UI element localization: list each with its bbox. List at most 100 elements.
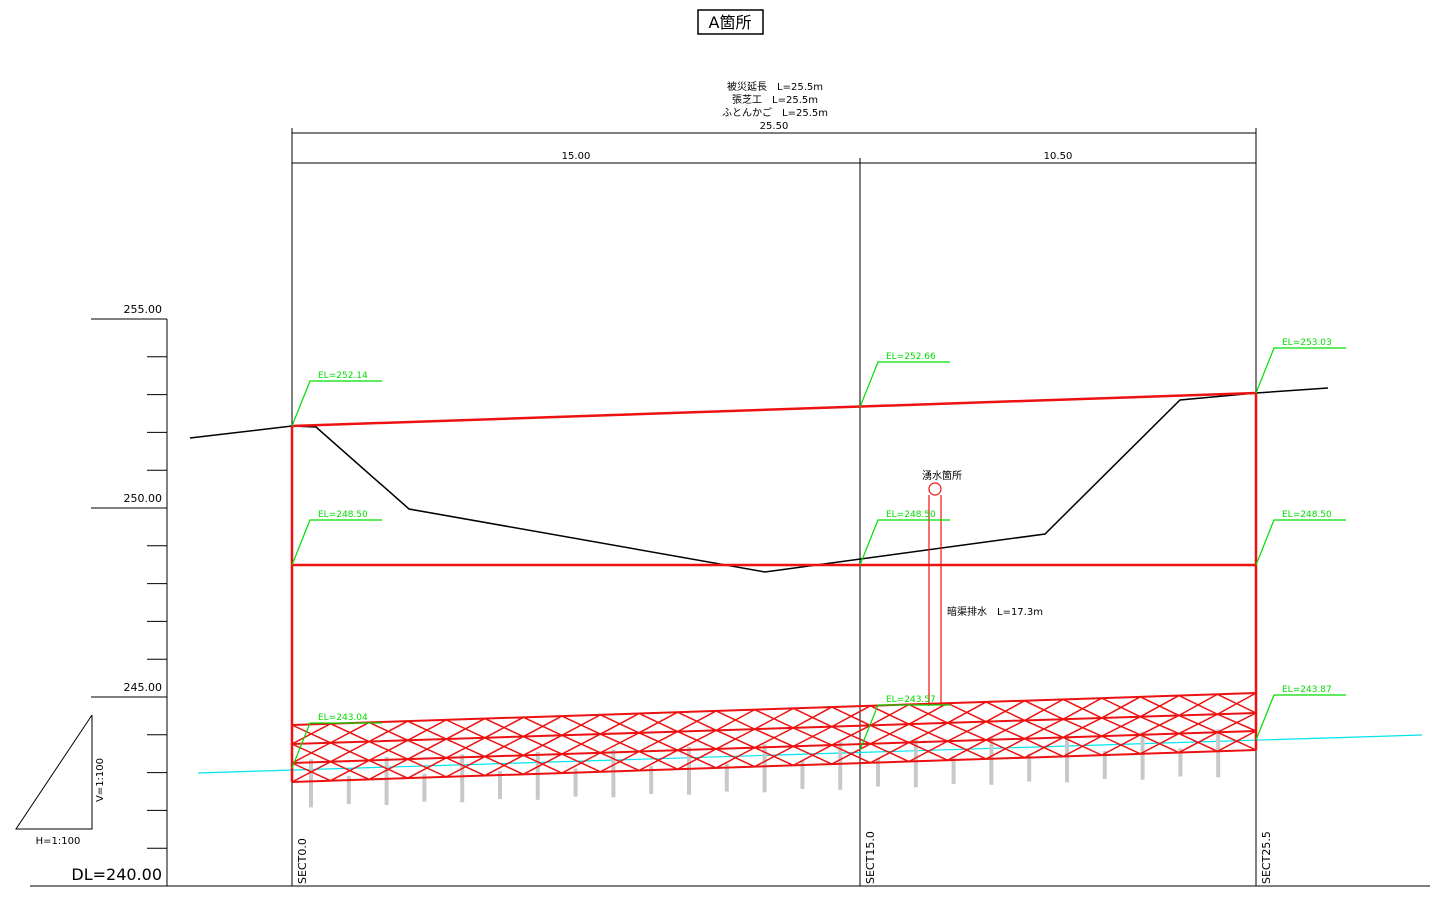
gabion-brace — [792, 706, 833, 729]
gabion-brace — [1062, 697, 1103, 720]
elevation-leader — [859, 361, 950, 408]
pile — [1065, 734, 1069, 783]
gabion-brace — [561, 714, 601, 736]
gabion-brace — [677, 710, 717, 733]
pile — [913, 739, 918, 788]
dimension-note: 被災延長 L=25.5m — [727, 80, 823, 93]
pile — [1140, 731, 1145, 780]
gabion-brace — [600, 712, 640, 735]
elevation-scale-label: 245.00 — [124, 681, 163, 694]
drain-label: 暗渠排水 L=17.3m — [947, 605, 1043, 618]
scale-triangle — [15, 714, 93, 830]
gabion-brace — [908, 722, 948, 744]
pile — [1216, 729, 1221, 778]
gabion-brace — [1178, 731, 1218, 754]
gabion-brace — [445, 755, 486, 778]
gabion-brace — [407, 738, 447, 760]
gabion-brace — [638, 749, 678, 772]
gabion-brace — [368, 739, 409, 762]
dimension-note: 張芝工 L=25.5m — [732, 93, 818, 106]
pile — [309, 759, 313, 808]
elevation-label: EL=252.14 — [318, 371, 368, 381]
gabion-brace — [1024, 736, 1064, 759]
gabion-brace — [1101, 696, 1141, 719]
gabion-brace — [715, 708, 756, 732]
gabion-brace — [985, 738, 1025, 760]
gabion-brace — [1217, 712, 1257, 733]
horizontal-scale: H=1:100 — [36, 836, 81, 847]
pile — [460, 754, 465, 803]
gabion-brace — [1024, 698, 1064, 722]
gabion-edge — [291, 712, 1257, 745]
elevation-label: EL=253.03 — [1282, 338, 1332, 348]
gabion-brace — [1062, 717, 1103, 739]
gabion-brace — [291, 742, 331, 764]
gabion-brace — [1101, 716, 1141, 737]
gabion-brace — [985, 700, 1025, 723]
gabion-brace — [831, 724, 871, 746]
elevation-leader — [1255, 694, 1346, 741]
gabion-brace — [330, 759, 370, 782]
title-box — [697, 9, 764, 35]
dimension-segment: 15.00 — [562, 151, 591, 162]
gabion-brace — [870, 723, 910, 745]
gabion-brace — [677, 748, 717, 770]
elevation-leader — [859, 519, 950, 566]
pile — [724, 763, 729, 792]
gabion-brace — [947, 739, 987, 761]
gabion-brace — [561, 752, 601, 774]
gabion-brace — [638, 711, 678, 734]
section-label: SECT0.0 — [296, 838, 309, 884]
elevation-label: EL=243.57 — [886, 695, 936, 705]
gabion-edge — [291, 749, 1257, 783]
elevation-label: EL=243.87 — [1282, 685, 1332, 695]
gabion-brace — [638, 730, 678, 753]
pile — [989, 736, 994, 785]
elevation-label: EL=243.04 — [318, 713, 368, 723]
dimension-note: ふとんかご L=25.5m — [722, 106, 828, 119]
slope-top — [291, 391, 1257, 428]
gabion-edge — [291, 692, 1257, 726]
gabion-brace — [291, 723, 331, 745]
gabion-brace — [445, 737, 486, 759]
gabion-brace — [600, 750, 640, 773]
gabion-brace — [1139, 732, 1180, 755]
elevation-label: EL=248.50 — [886, 510, 936, 520]
gabion-brace — [1062, 735, 1103, 758]
pile — [687, 746, 691, 795]
gabion-brace — [523, 753, 563, 775]
gabion-brace — [792, 725, 833, 748]
gabion-brace — [870, 741, 910, 764]
gabion-brace — [291, 761, 331, 783]
gabion-brace — [908, 740, 948, 763]
gabion-brace — [445, 717, 486, 740]
gabion-brace — [754, 707, 794, 730]
gabion-brace — [1178, 693, 1218, 717]
gabion-brace — [947, 701, 987, 724]
gabion-brace — [754, 745, 794, 768]
pile — [762, 744, 767, 793]
pile — [1027, 753, 1032, 782]
gabion-brace — [985, 719, 1025, 741]
pile — [535, 751, 540, 800]
gabion-brace — [1178, 713, 1218, 735]
elevation-leader — [291, 380, 382, 427]
gabion-brace — [715, 746, 756, 769]
elevation-label: EL=248.50 — [1282, 510, 1332, 520]
pile — [573, 768, 578, 797]
gabion-brace — [677, 729, 717, 751]
gabion-brace — [368, 720, 409, 743]
elevation-scale-label: 255.00 — [124, 303, 163, 316]
gabion-brace — [1217, 692, 1257, 715]
gabion-brace — [908, 702, 948, 725]
dimension-segment: 10.50 — [1044, 151, 1073, 162]
gabion-edge — [291, 730, 1257, 764]
elevation-leader — [1255, 347, 1346, 394]
gabion-brace — [1217, 730, 1257, 752]
gabion-brace — [1139, 714, 1180, 736]
elevation-scale-label: 250.00 — [124, 492, 163, 505]
gabion-brace — [831, 705, 871, 728]
gabion-brace — [523, 715, 563, 738]
pile — [649, 766, 654, 795]
gabion-brace — [523, 734, 563, 756]
